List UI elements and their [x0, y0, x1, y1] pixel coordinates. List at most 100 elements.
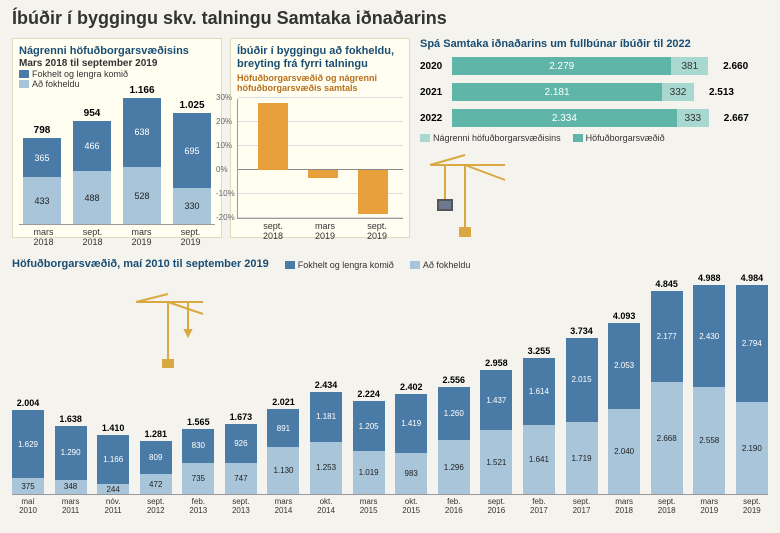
p1-title: Nágrenni höfuðborgarsvæðisins [19, 45, 215, 58]
bar-label: maí2010 [12, 498, 44, 516]
p1-legend1: Fokhelt og lengra komið [19, 69, 215, 79]
p4-legend1: Fokhelt og lengra komið [285, 260, 394, 270]
p2-title: Íbúðir í byggingu að fokheldu, breyting … [237, 45, 403, 71]
panel-breyting: Íbúðir í byggingu að fokheldu, breyting … [230, 38, 410, 238]
bar-seg-top: 365 [23, 138, 61, 178]
bar-col: 1.166638528 [123, 85, 161, 224]
bar-seg-bot: 244 [97, 484, 129, 494]
p2-subtitle: Höfuðborgarsvæðið og nágrenni höfuðborga… [237, 73, 403, 93]
bar-total: 1.166 [129, 85, 154, 96]
p4-chart: 2.0041.6293751.6381.2903481.4101.1662441… [12, 277, 768, 495]
forecast-row: 20212.1813322.513 [420, 81, 768, 103]
bar-seg-bot: 735 [182, 463, 214, 494]
bar-seg-top: 1.166 [97, 435, 129, 484]
bar-seg-bot: 472 [140, 474, 172, 494]
bar-seg-bot: 2.190 [736, 402, 768, 494]
bar-col: 4.8452.1772.668 [651, 279, 683, 494]
bar-col: 2.4341.1811.253 [310, 380, 342, 494]
forecast-row: 20202.2793812.660 [420, 55, 768, 77]
bar-label: feb.2013 [182, 498, 214, 516]
forecast-row: 20222.3343332.667 [420, 107, 768, 129]
change-bar [358, 170, 388, 213]
panel-nagrenni: Nágrenni höfuðborgarsvæðisins Mars 2018 … [12, 38, 222, 238]
gridline: 30% [238, 97, 403, 98]
gridline: -20% [238, 217, 403, 218]
bar-col: 1.025695330 [173, 100, 211, 224]
change-bar [308, 170, 338, 177]
bar-total: 1.281 [144, 429, 167, 439]
bar-total: 4.984 [741, 273, 764, 283]
p3-legend2: Höfuðborgarsvæðið [573, 133, 665, 143]
bar-seg-bot: 1.719 [566, 422, 598, 494]
legend-swatch [410, 261, 420, 269]
legend-swatch [19, 70, 29, 78]
bar-col: 2.0041.629375 [12, 398, 44, 494]
hbar-a: 2.279 [452, 57, 671, 75]
bar-seg-top: 2.015 [566, 338, 598, 422]
bar-label: mars2018 [608, 498, 640, 516]
hbar-a: 2.334 [452, 109, 677, 127]
bar-total: 954 [84, 108, 101, 119]
bar-label: sept.2019 [736, 498, 768, 516]
bar-seg-bot: 488 [73, 171, 111, 224]
change-bar [258, 103, 288, 170]
bar-label: mars2018 [25, 228, 63, 248]
bar-seg-bot: 1.253 [310, 442, 342, 495]
bar-label: sept.2013 [225, 498, 257, 516]
bar-label: sept.2012 [140, 498, 172, 516]
hbar-b: 381 [671, 57, 708, 75]
bar-col: 2.5561.2601.296 [438, 375, 470, 494]
bar-total: 1.410 [102, 423, 125, 433]
bar-seg-top: 891 [267, 409, 299, 446]
bar-total: 4.093 [613, 311, 636, 321]
bar-seg-bot: 1.641 [523, 425, 555, 494]
bar-total: 2.004 [17, 398, 40, 408]
bar-total: 1.025 [179, 100, 204, 111]
main-title: Íbúðir í byggingu skv. talningu Samtaka … [0, 0, 780, 33]
bar-label: feb.2017 [523, 498, 555, 516]
bar-label: mars2019 [123, 228, 161, 248]
p4-legend2: Að fokheldu [410, 260, 471, 270]
bar-col: 1.673926747 [225, 412, 257, 494]
legend-swatch [573, 134, 583, 142]
crane-icon [420, 150, 510, 240]
bar-total: 2.224 [357, 389, 380, 399]
p1-subtitle: Mars 2018 til september 2019 [19, 58, 215, 69]
bar-total: 2.556 [443, 375, 466, 385]
bar-seg-bot: 1.130 [267, 447, 299, 494]
bar-seg-bot: 747 [225, 463, 257, 494]
bar-label: sept.2018 [248, 222, 298, 242]
p2-labels: sept.2018mars2019sept.2019 [247, 219, 403, 242]
bar-seg-bot: 2.040 [608, 409, 640, 495]
bar-seg-top: 926 [225, 424, 257, 463]
bar-seg-bot: 528 [123, 167, 161, 224]
bar-label: nóv.2011 [97, 498, 129, 516]
bar-seg-top: 695 [173, 113, 211, 188]
p3-legend1: Nágrenni höfuðborgarsvæðisins [420, 133, 561, 143]
bar-total: 798 [34, 125, 51, 136]
forecast-total: 2.513 [694, 87, 734, 98]
hbar-a: 2.181 [452, 83, 662, 101]
bar-col: 4.093 2.0532.040 [608, 311, 640, 495]
bar-label: mars2015 [353, 498, 385, 516]
hbar-b: 333 [677, 109, 709, 127]
bar-seg-top: 1.181 [310, 392, 342, 442]
bar-seg-top: 1.614 [523, 358, 555, 426]
forecast-total: 2.660 [708, 61, 748, 72]
bar-col: 2.9581.4371.521 [480, 358, 512, 494]
bar-label: okt.2015 [395, 498, 427, 516]
forecast-year: 2021 [420, 87, 452, 98]
bar-seg-bot: 983 [395, 453, 427, 494]
bar-label: sept.2018 [74, 228, 112, 248]
bar-seg-top: 1.290 [55, 426, 87, 480]
bar-label: mars2019 [693, 498, 725, 516]
bar-seg-bot: 1.521 [480, 430, 512, 494]
bar-seg-bot: 1.296 [438, 440, 470, 494]
bar-seg-top: 466 [73, 121, 111, 171]
bar-seg-top: 2.794 [736, 285, 768, 402]
bar-seg-top: 2.053 [608, 323, 640, 409]
p4-labels: maí2010mars2011nóv.2011sept.2012feb.2013… [12, 495, 768, 516]
hbar-b: 332 [662, 83, 694, 101]
panel-main-chart: Höfuðborgarsvæðið, maí 2010 til septembe… [12, 258, 768, 520]
bar-col: 1.565830735 [182, 417, 214, 495]
